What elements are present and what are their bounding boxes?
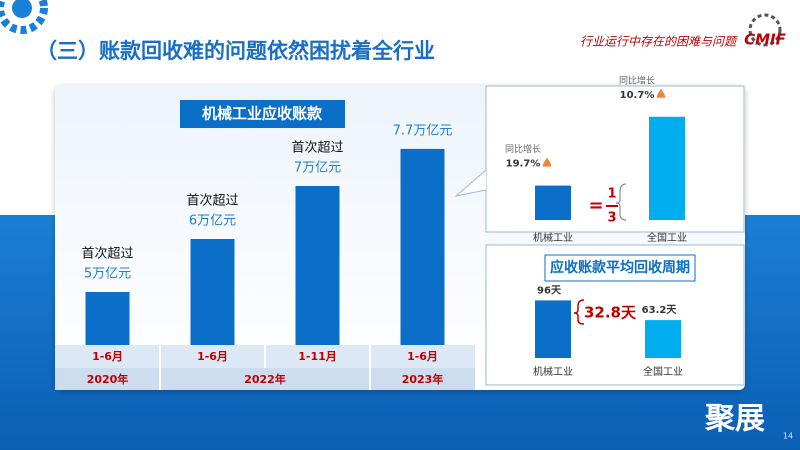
chart-title: 机械工业应收账款 bbox=[202, 105, 323, 123]
value-label: 6万亿元 bbox=[189, 214, 236, 229]
brace bbox=[615, 183, 627, 221]
chart-title: 应收账款平均回收周期 bbox=[550, 259, 690, 276]
x-tick-label: 1-6月 bbox=[197, 350, 228, 363]
group-label: 2022年 bbox=[244, 372, 286, 386]
gear-icon bbox=[12, 0, 32, 18]
value-label: 7万亿元 bbox=[294, 161, 341, 176]
callout-pointer bbox=[454, 169, 487, 197]
bar bbox=[535, 300, 571, 358]
brand: 聚展 bbox=[704, 402, 765, 437]
up-icon bbox=[656, 88, 666, 98]
brace bbox=[573, 299, 585, 325]
x-tick-label: 1-11月 bbox=[298, 350, 337, 363]
bar bbox=[400, 148, 445, 345]
group-label: 2020年 bbox=[87, 372, 129, 386]
x-tick-label: 1-6月 bbox=[407, 350, 438, 363]
value-label: 63.2天 bbox=[642, 304, 678, 316]
group-label: 2023年 bbox=[402, 372, 444, 386]
section-label: 行业运行中存在的困难与问题 bbox=[580, 35, 738, 49]
page-number: 14 bbox=[783, 432, 793, 441]
value-label: 7.7万亿元 bbox=[393, 123, 453, 138]
bar bbox=[295, 186, 340, 345]
x-tick-label: 全国工业 bbox=[643, 365, 683, 378]
value-label: 5万亿元 bbox=[84, 267, 131, 282]
bar bbox=[85, 292, 130, 345]
ratio-numerator: 1 bbox=[607, 187, 616, 202]
bar bbox=[190, 239, 235, 345]
ratio-denominator: 3 bbox=[607, 211, 616, 226]
growth-caption: 同比增长 bbox=[505, 143, 541, 155]
logo-gear bbox=[748, 13, 782, 47]
growth-label: 19.7% bbox=[506, 159, 541, 170]
x-tick-label: 1-6月 bbox=[92, 350, 123, 363]
value-label: 96天 bbox=[537, 284, 562, 296]
gear-icon bbox=[0, 0, 48, 34]
annotation: 首次超过 bbox=[291, 140, 343, 156]
ratio-sign: = bbox=[588, 195, 603, 216]
x-tick-label: 机械工业 bbox=[533, 231, 573, 244]
bar bbox=[535, 185, 571, 220]
difference-label: 32.8天 bbox=[584, 304, 637, 322]
growth-label: 10.7% bbox=[620, 90, 655, 101]
x-tick-label: 机械工业 bbox=[533, 365, 573, 378]
logo: CMIF bbox=[744, 31, 787, 49]
annotation: 首次超过 bbox=[81, 246, 133, 262]
slide-title: （三）账款回收难的问题依然困扰着全行业 bbox=[36, 39, 435, 63]
callout-box bbox=[485, 85, 745, 233]
chart-title-box bbox=[180, 100, 345, 128]
panel-title-box bbox=[544, 254, 696, 282]
bar bbox=[649, 116, 685, 220]
annotation: 首次超过 bbox=[186, 193, 238, 209]
x-tick-label: 全国工业 bbox=[647, 231, 687, 244]
up-icon bbox=[542, 157, 552, 167]
bar bbox=[645, 320, 681, 358]
growth-caption: 同比增长 bbox=[619, 74, 655, 86]
